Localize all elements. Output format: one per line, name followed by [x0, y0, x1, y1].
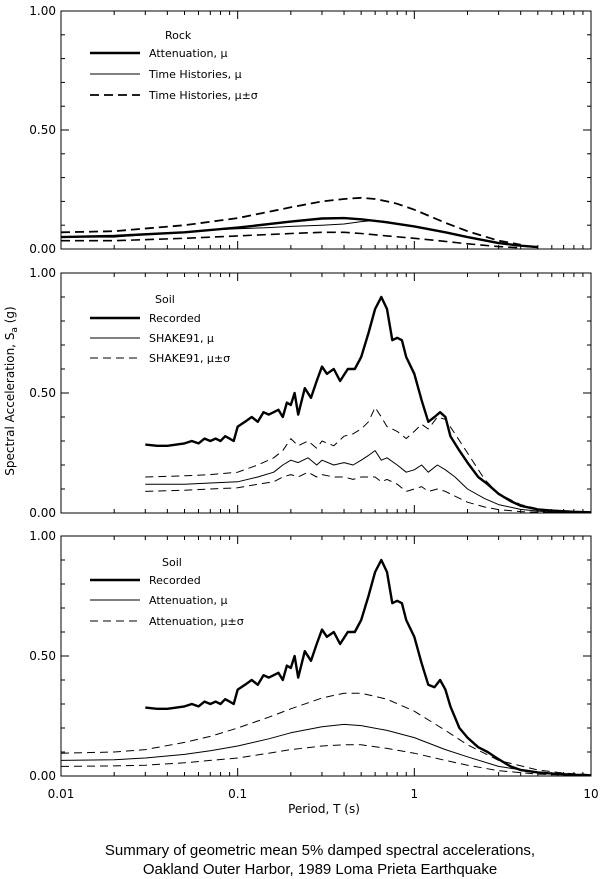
- legend-label: SHAKE91, μ±σ: [149, 352, 230, 365]
- legend-title: Rock: [165, 29, 192, 42]
- series-line-dashed-upper: [61, 692, 591, 776]
- legend-title: Soil: [155, 293, 175, 306]
- series-line-dashed-lower: [61, 231, 521, 249]
- legend-label: Recorded: [149, 312, 201, 325]
- x-tick-label: 0.1: [228, 787, 247, 801]
- plot-frame: [60, 272, 592, 514]
- figure-caption-line-2: Oakland Outer Harbor, 1989 Loma Prieta E…: [142, 861, 498, 878]
- y-tick-label: 1.00: [29, 4, 56, 18]
- series-line-dashed-upper: [145, 406, 591, 513]
- panel-middle: 1.00 0.50 0.00 Spectral Acceleration, Sa (g…: [3, 266, 592, 520]
- y-tick-label: 1.00: [29, 529, 56, 543]
- series-line-thin-solid: [61, 723, 591, 776]
- legend-label: SHAKE91, μ: [149, 332, 214, 345]
- y-axis-label: Spectral Acceleration, Sa (g): [3, 306, 20, 475]
- legend-label: Recorded: [149, 574, 201, 587]
- legend-label: Time Histories, μ±σ: [148, 89, 258, 102]
- y-tick-label: 0.50: [29, 123, 56, 137]
- y-tick-label: 1.00: [29, 266, 56, 280]
- series-line-thick-solid: [145, 295, 591, 513]
- y-tick-label: 0.50: [29, 386, 56, 400]
- plot-frame: [60, 535, 592, 777]
- series-line-dashed-lower: [61, 744, 591, 776]
- x-axis-label: Period, T (s): [288, 802, 360, 816]
- y-tick-label: 0.00: [29, 242, 56, 256]
- x-tick-label: 0.01: [48, 787, 75, 801]
- y-tick-label: 0.00: [29, 506, 56, 520]
- series-line-thin-solid: [61, 219, 538, 249]
- x-tick-label: 10: [583, 787, 598, 801]
- legend-label: Attenuation, μ: [149, 594, 227, 607]
- series-line-dashed-lower: [145, 471, 591, 513]
- series-line-dashed-upper: [61, 196, 521, 246]
- plot-frame: [60, 10, 592, 250]
- panel-top: 1.00 0.50 0.00 Rock Attenuation, μ Time Histo…: [29, 4, 592, 256]
- legend-label: Time Histories, μ: [148, 68, 242, 81]
- series-line-thin-solid: [145, 450, 591, 513]
- panel-bottom: 1.00 0.50 0.00 0.01 0.1 1 10 Period, T (s) Soil R…: [29, 529, 598, 816]
- x-tick-label: 1: [411, 787, 419, 801]
- series-line-thick-solid: [145, 558, 591, 776]
- y-tick-label: 0.00: [29, 769, 56, 783]
- legend-label: Attenuation, μ±σ: [149, 615, 244, 628]
- y-tick-label: 0.50: [29, 649, 56, 663]
- figure-caption-line-1: Summary of geometric mean 5% damped spec…: [104, 842, 536, 859]
- legend-title: Soil: [162, 556, 182, 569]
- legend-label: Attenuation, μ: [149, 47, 227, 60]
